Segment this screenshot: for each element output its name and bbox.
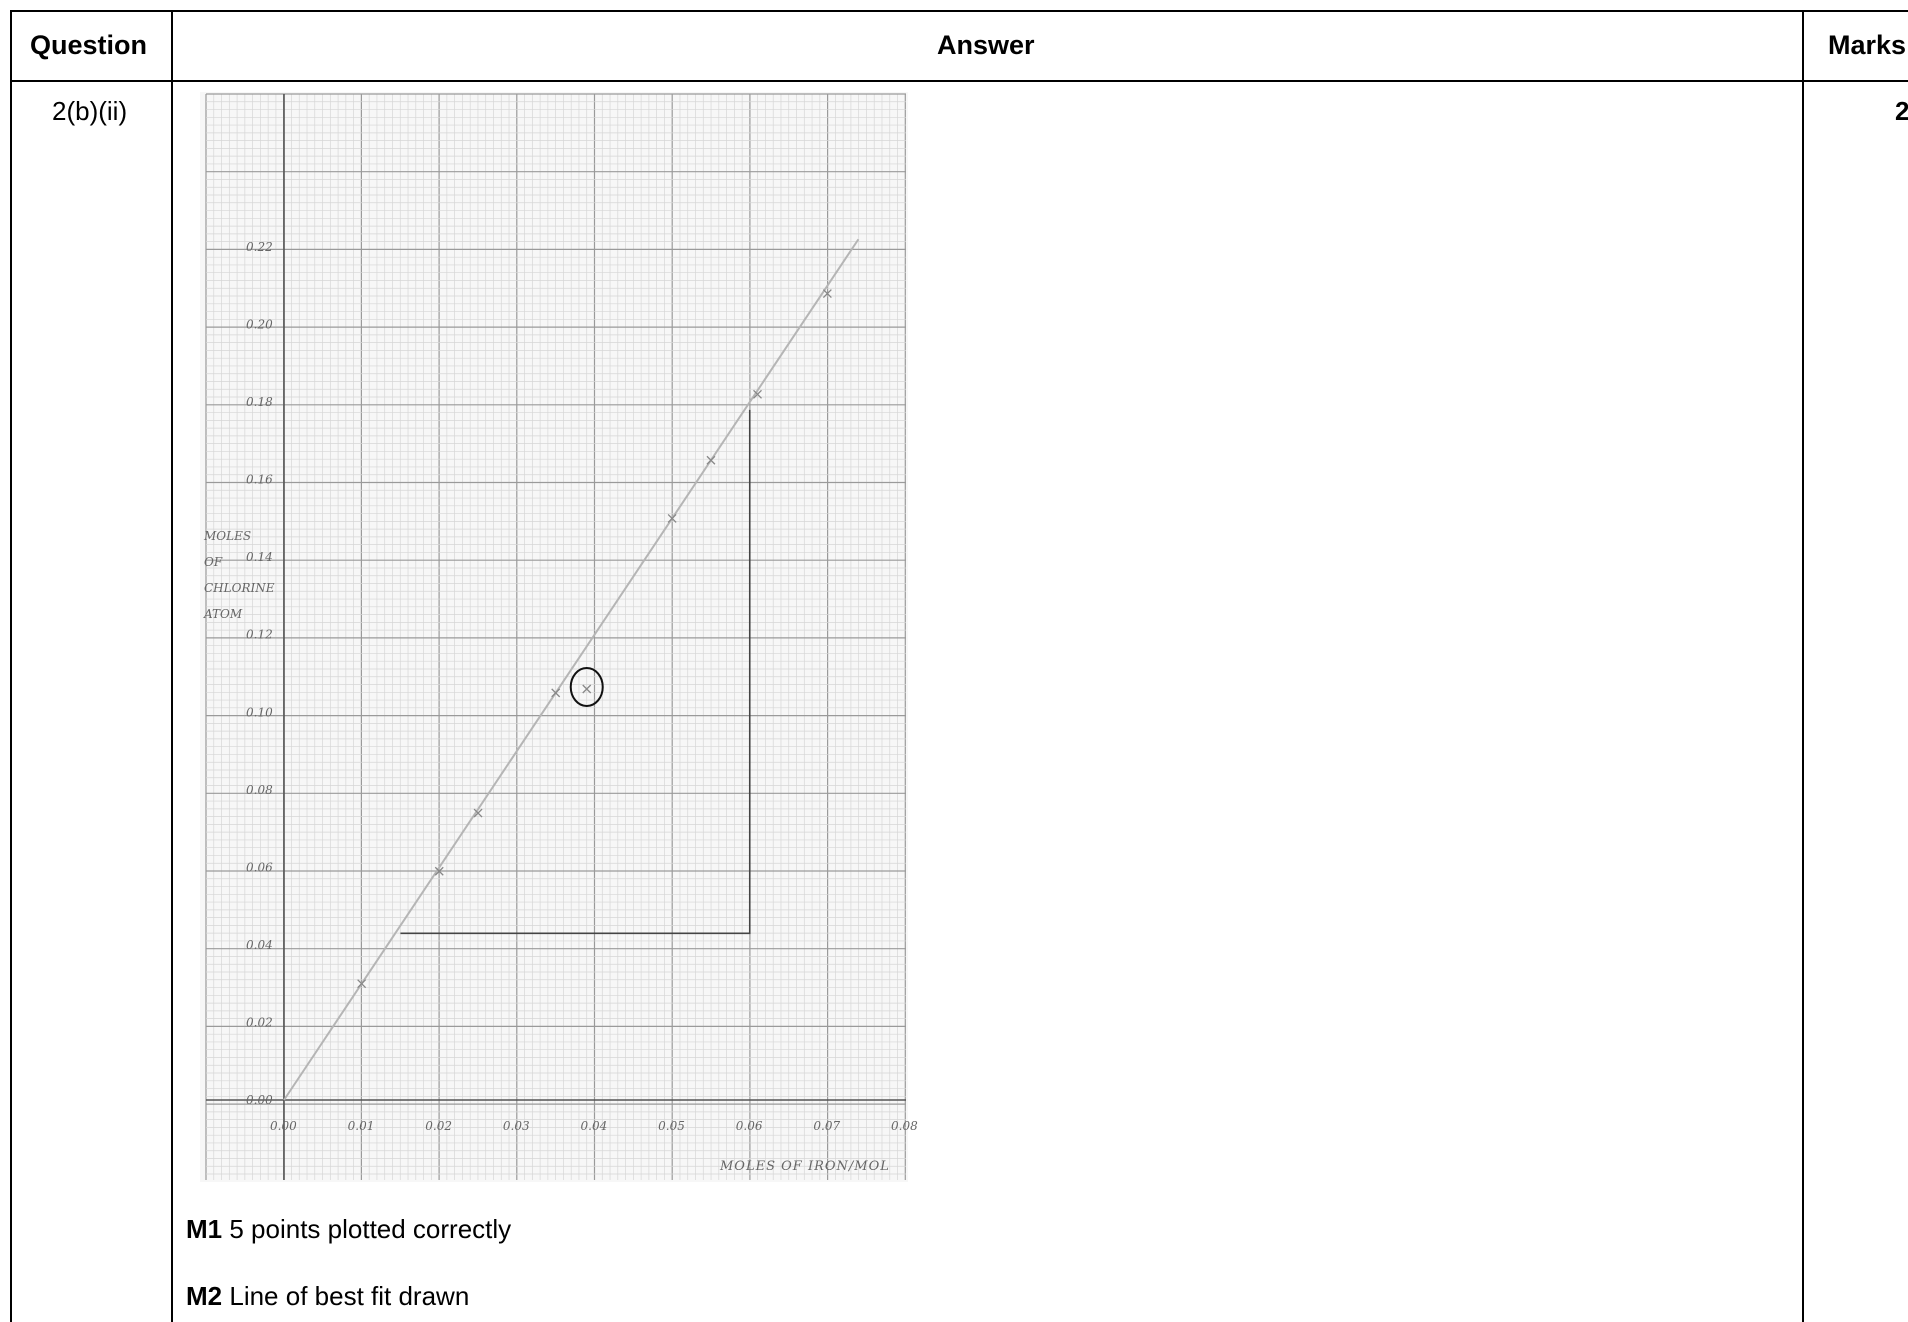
- y-tick-label: 0.18: [246, 395, 273, 409]
- x-tick-label: 0.06: [736, 1119, 763, 1133]
- x-tick-label: 0.02: [425, 1119, 452, 1133]
- data-point: [582, 684, 592, 694]
- y-tick-label: 0.14: [246, 550, 273, 564]
- y-tick-label: 0.10: [246, 705, 273, 719]
- marks-value: 2: [1895, 96, 1908, 126]
- gradient-triangle: [400, 409, 751, 935]
- question-number: 2(b)(ii): [52, 96, 128, 126]
- mark-code-m2: M2: [186, 1281, 223, 1311]
- marks-column-divider: [1802, 10, 1804, 1322]
- mark-text-m2: Line of best fit drawn: [229, 1281, 470, 1311]
- y-tick-label: 0.08: [246, 783, 273, 797]
- x-tick-label: 0.04: [581, 1119, 608, 1133]
- y-tick-label: 0.04: [246, 938, 273, 952]
- mark-scheme-table: [10, 10, 1908, 1322]
- x-tick-label: 0.07: [813, 1119, 840, 1133]
- data-point: [473, 808, 483, 818]
- y-tick-label: 0.22: [246, 240, 273, 254]
- y-tick-label: 0.16: [246, 473, 273, 487]
- header-question: Question: [30, 30, 148, 60]
- x-tick-label: 0.05: [658, 1119, 685, 1133]
- x-tick-label: 0.01: [348, 1119, 375, 1133]
- header-bottom-border: [10, 80, 1908, 82]
- mark-point-m2: M2 Line of best fit drawn: [186, 1281, 469, 1312]
- data-point: [667, 513, 677, 523]
- x-tick-label: 0.03: [503, 1119, 530, 1133]
- mark-point-m1: M1 5 points plotted correctly: [186, 1214, 511, 1245]
- data-point: [706, 455, 716, 465]
- graph-paper: [200, 92, 908, 1182]
- x-tick-label: 0.08: [891, 1119, 918, 1133]
- data-point: [357, 979, 367, 989]
- question-column-divider: [171, 10, 173, 1322]
- y-tick-label: 0.06: [246, 860, 273, 874]
- x-tick-label: 0.00: [270, 1119, 297, 1133]
- best-fit-line: [283, 238, 860, 1101]
- anomaly-circle: [569, 667, 604, 708]
- y-axis-label: MOLES OF CHLORINE ATOM: [203, 529, 275, 621]
- y-tick-label: 0.02: [246, 1015, 273, 1029]
- data-point: [551, 688, 561, 698]
- mark-code-m1: M1: [186, 1214, 223, 1244]
- x-axis-label: MOLES OF IRON/MOL: [719, 1159, 890, 1174]
- header-answer: Answer: [937, 30, 1035, 60]
- answer-graph: 0.00 0.01 0.02 0.03 0.04 0.05 0.06 0.07 0.08 0.00…: [200, 92, 918, 1182]
- data-point: [753, 389, 762, 399]
- y-tick-label: 0.12: [246, 628, 273, 642]
- data-point: [434, 866, 444, 876]
- y-tick-label: 0.00: [246, 1093, 273, 1107]
- mark-text-m1: 5 points plotted correctly: [229, 1214, 512, 1244]
- data-point: [822, 289, 832, 298]
- header-marks: Marks: [1828, 30, 1907, 60]
- y-tick-label: 0.20: [246, 318, 273, 332]
